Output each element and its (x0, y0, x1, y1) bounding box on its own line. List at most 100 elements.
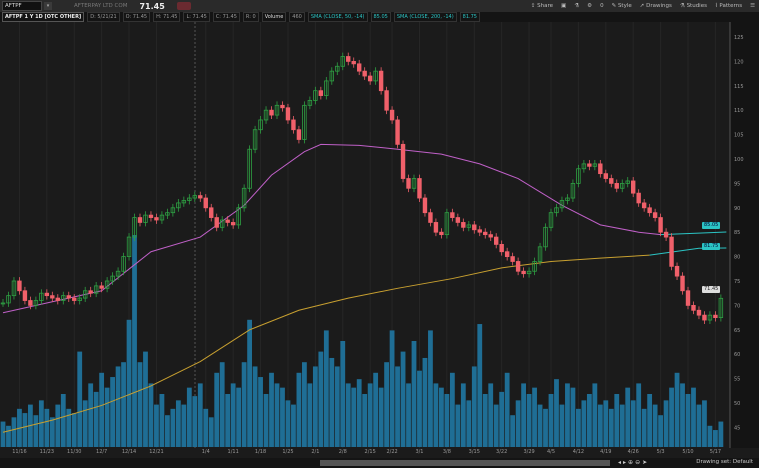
volume-bar (691, 387, 696, 447)
volume-bar (411, 341, 417, 447)
menu-icon[interactable]: ☰ (750, 3, 755, 9)
y-tick-label: 65 (734, 328, 740, 334)
candle-down (99, 285, 104, 289)
candle-down (154, 217, 159, 221)
volume-bar (148, 383, 154, 447)
candle-up (241, 187, 247, 209)
x-tick-label: 5/17 (709, 449, 722, 455)
y-tick-label: 50 (734, 401, 740, 407)
volume-bar (241, 362, 247, 447)
x-tick-label: 3/8 (442, 449, 451, 455)
zoom-in-icon[interactable]: ⊕ (628, 459, 636, 466)
candle-down (318, 90, 324, 96)
last-price-label: 71.45 (702, 286, 721, 293)
volume-bar (60, 394, 66, 447)
volume-bar (718, 421, 724, 447)
volume-bar (334, 366, 340, 447)
volume-bar (713, 430, 718, 447)
volume-bar (526, 394, 532, 447)
legend-volume-label: Volume (261, 12, 287, 22)
symbol-dropdown-icon[interactable]: ▾ (44, 2, 52, 10)
candle-down (209, 207, 214, 218)
volume-bar (422, 357, 428, 447)
volume-bar (88, 383, 94, 447)
candle-down (22, 290, 28, 301)
candle-down (362, 70, 367, 77)
x-tick-label: 5/10 (682, 449, 694, 455)
x-tick-label: 3/15 (468, 449, 480, 455)
volume-bar (477, 324, 483, 447)
pan-icon[interactable]: ◂▸ (618, 459, 629, 466)
y-tick-label: 60 (734, 352, 740, 358)
patterns-button[interactable]: ⌇ Patterns (714, 3, 743, 9)
candle-up (718, 297, 724, 319)
volume-bar (143, 351, 148, 447)
y-tick-label: 70 (734, 303, 740, 309)
x-tick-label: 2/8 (338, 449, 347, 455)
volume-bar (367, 383, 373, 447)
candle-down (510, 256, 515, 262)
volume-bar (428, 330, 433, 447)
gear-icon[interactable]: ⚙ (587, 3, 593, 9)
candle-down (450, 212, 455, 218)
drawing-count[interactable]: 0 (600, 3, 604, 9)
candle-down (439, 231, 444, 236)
share-button[interactable]: ⇪ Share (530, 3, 553, 9)
share-label: Share (537, 3, 553, 9)
volume-bar (685, 394, 691, 447)
style-button[interactable]: ✎ Style (611, 3, 632, 9)
x-tick-label: 1/11 (227, 449, 239, 455)
volume-bar (302, 362, 307, 447)
symbol-bar: AFTPF ▾ AFTERPAY LTD COM 71.45 ⇪ Share ▣… (0, 0, 759, 12)
drawing-set[interactable]: Drawing set: Default (696, 459, 753, 465)
candle-up (620, 182, 625, 189)
time-scrollbar[interactable] (320, 460, 610, 466)
volume-bar (576, 408, 581, 447)
x-tick-label: 5/3 (656, 449, 665, 455)
candle-down (696, 309, 702, 316)
price-chart[interactable]: 125 120 115 110 105 100 95 90 85 80 75 70 65 60 55 50 45… (0, 22, 759, 448)
candle-down (400, 143, 406, 179)
x-tick-label: 1/4 (201, 449, 210, 455)
volume-bar (6, 425, 11, 447)
candle-down (680, 275, 685, 292)
volume-bar (340, 341, 346, 447)
flask-icon[interactable]: ⚗ (574, 3, 580, 9)
candle-up (274, 104, 280, 116)
volume-bar (384, 362, 389, 447)
candle-up (707, 314, 713, 321)
volume-bar (488, 383, 494, 447)
candle-up (0, 302, 6, 305)
x-tick-label: 12/14 (121, 449, 137, 455)
zoom-out-icon[interactable]: ⊖ (635, 459, 643, 466)
candle-down (504, 251, 510, 258)
candle-up (570, 182, 576, 199)
studies-button[interactable]: ⚗ Studies (679, 3, 707, 9)
volume-bar (269, 372, 274, 447)
candle-up (543, 226, 548, 248)
candle-down (483, 231, 488, 236)
x-tick-label: 12/21 (149, 449, 164, 455)
candle-up (39, 292, 44, 301)
volume-bar (11, 417, 17, 447)
volume-bar (674, 372, 680, 447)
volume-bar (132, 235, 137, 447)
candle-down (477, 229, 482, 233)
layout-icon[interactable]: ▣ (561, 3, 567, 9)
candle-down (587, 163, 592, 167)
candle-down (230, 222, 236, 226)
candle-up (466, 224, 471, 228)
candle-down (44, 292, 50, 297)
zoom-controls[interactable]: ◂▸⊕⊖➤ (618, 459, 649, 466)
symbol-input[interactable]: AFTPF (2, 1, 42, 11)
x-tick-label: 3/29 (523, 449, 535, 455)
volume-bar (696, 404, 702, 447)
volume-bar (641, 408, 647, 447)
volume-bar (159, 394, 165, 447)
volume-bar (77, 351, 83, 447)
cursor-icon[interactable]: ➤ (642, 459, 650, 466)
candle-down (406, 178, 411, 189)
volume-bar (82, 400, 88, 447)
drawings-button[interactable]: ➚ Drawings (639, 3, 672, 9)
legend-date: D: 5/21/21 (87, 12, 120, 22)
